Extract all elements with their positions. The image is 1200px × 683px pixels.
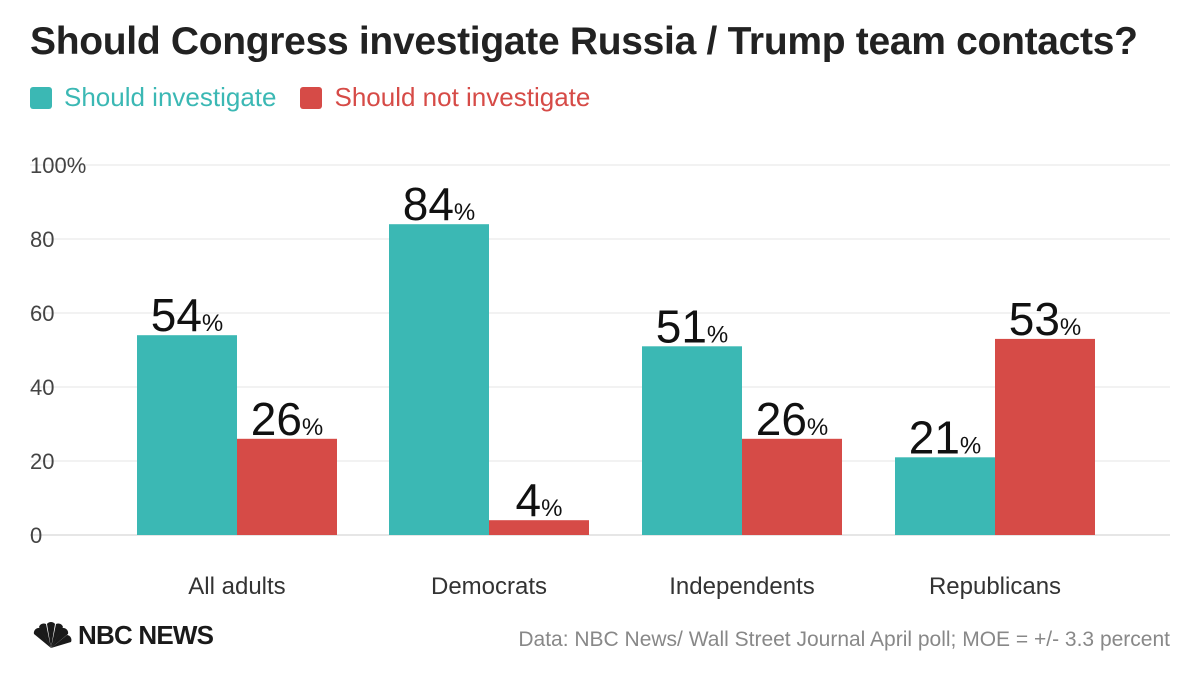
legend-item-should-not: Should not investigate bbox=[300, 82, 590, 113]
data-label: 26% bbox=[756, 393, 829, 445]
data-label: 51% bbox=[656, 300, 729, 352]
y-tick-label: 100% bbox=[30, 153, 86, 178]
y-tick-label: 60 bbox=[30, 301, 54, 326]
brand-name: NBC NEWS bbox=[78, 620, 214, 650]
bar-should-not bbox=[995, 338, 1095, 535]
bar-should-not bbox=[742, 438, 842, 535]
legend-label-should: Should investigate bbox=[64, 82, 277, 112]
y-tick-label: 80 bbox=[30, 227, 54, 252]
bar-should bbox=[389, 224, 489, 535]
data-label: 54% bbox=[151, 289, 224, 341]
legend-swatch-should-not bbox=[300, 86, 323, 109]
y-tick-label: 0 bbox=[30, 523, 42, 548]
nbc-news-logo: NBC NEWS bbox=[30, 620, 214, 651]
x-category-label: Democrats bbox=[431, 573, 547, 600]
chart-title: Should Congress investigate Russia / Tru… bbox=[30, 20, 1138, 63]
data-label: 53% bbox=[1009, 293, 1082, 345]
y-tick-label: 20 bbox=[30, 449, 54, 474]
chart-legend: Should investigate Should not investigat… bbox=[30, 82, 614, 113]
nbc-peacock-icon bbox=[33, 621, 72, 648]
x-category-label: All adults bbox=[188, 573, 285, 600]
legend-swatch-should bbox=[30, 86, 52, 109]
legend-item-should: Should investigate bbox=[30, 82, 276, 113]
x-category-label: Independents bbox=[669, 573, 814, 600]
bar-should-not bbox=[237, 438, 337, 535]
data-label: 26% bbox=[251, 393, 324, 445]
bar-should-not bbox=[489, 520, 589, 535]
bar-should bbox=[642, 346, 742, 535]
data-label: 84% bbox=[403, 178, 476, 230]
data-label: 4% bbox=[516, 474, 563, 526]
data-label: 21% bbox=[909, 411, 982, 463]
y-tick-label: 40 bbox=[30, 375, 54, 400]
source-note: Data: NBC News/ Wall Street Journal Apri… bbox=[518, 628, 1170, 651]
bar-should bbox=[895, 457, 995, 535]
bar-should bbox=[137, 335, 237, 535]
x-category-label: Republicans bbox=[929, 573, 1061, 600]
legend-label-should-not: Should not investigate bbox=[334, 82, 591, 112]
